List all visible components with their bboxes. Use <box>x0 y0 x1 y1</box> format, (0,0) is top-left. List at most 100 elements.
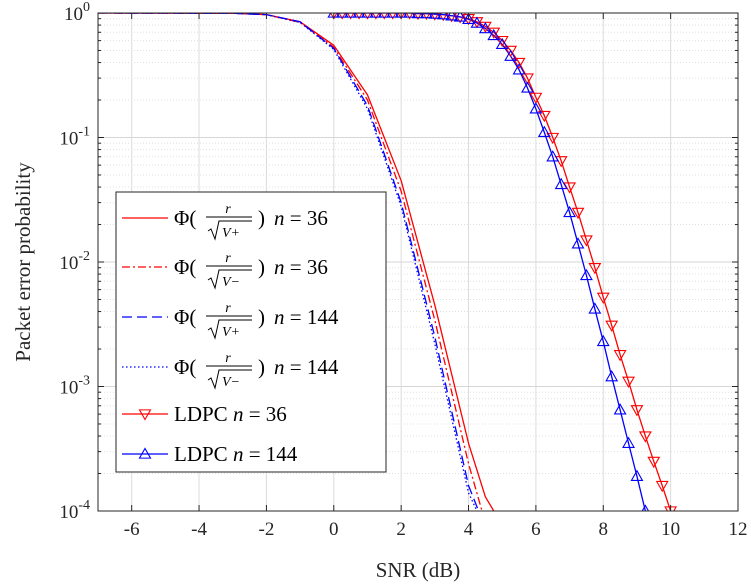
series-marker-4 <box>546 132 560 145</box>
series-marker-5 <box>361 13 374 18</box>
series-marker-4 <box>613 350 627 362</box>
series-marker-5 <box>613 403 627 415</box>
legend-numerator: r <box>225 351 231 366</box>
legend-suffix: ) <box>258 355 265 379</box>
legend-swatch-marker <box>138 409 152 421</box>
legend-sqrt-sign <box>207 319 252 340</box>
series-marker-4 <box>571 207 585 220</box>
x-tick-label: 2 <box>396 519 406 540</box>
series-marker-4 <box>504 45 518 58</box>
x-tick-label: 10 <box>661 519 680 540</box>
series-marker-5 <box>605 370 619 382</box>
series-marker-4 <box>355 13 363 20</box>
series-marker-4 <box>521 73 534 85</box>
series-marker-5 <box>596 334 610 347</box>
series-marker-5 <box>529 102 543 114</box>
series-marker-4 <box>622 376 635 388</box>
legend-sqrt-sign <box>207 269 252 290</box>
series-marker-5 <box>622 436 635 448</box>
series-marker-5 <box>470 16 484 28</box>
legend-n-label: n = 144 <box>274 305 339 329</box>
series-marker-5 <box>403 13 417 18</box>
ticks <box>98 12 739 512</box>
series-marker-4 <box>338 13 346 20</box>
series-marker-4 <box>579 235 593 247</box>
x-axis-label: SNR (dB) <box>376 558 461 582</box>
series-marker-5 <box>657 571 668 581</box>
series-marker-4 <box>605 320 619 332</box>
series-marker-5 <box>521 81 534 93</box>
series-marker-5 <box>487 28 501 41</box>
legend-numerator: r <box>225 202 231 217</box>
legend: Φ(r V+) n = 36 Φ(r V−) n = 36 Φ(r V+) n = 144 Φ(r… <box>115 191 387 473</box>
series-marker-5 <box>369 13 383 18</box>
series-marker-4 <box>397 13 405 20</box>
x-tick-label: -2 <box>259 519 275 540</box>
legend-suffix: ) <box>258 305 265 329</box>
series-marker-5 <box>352 13 366 18</box>
legend-prefix: Φ( <box>174 206 196 230</box>
series-marker-4 <box>438 13 448 22</box>
legend-suffix: ) <box>258 206 265 230</box>
series-marker-4 <box>630 405 644 417</box>
series-marker-4 <box>413 13 423 21</box>
legend-denominator: V− <box>222 375 240 390</box>
legend-denominator: V+ <box>222 325 240 340</box>
series-marker-4 <box>405 13 414 20</box>
series-marker-5 <box>462 13 475 24</box>
series-marker-5 <box>419 13 433 19</box>
series-marker-5 <box>641 504 650 511</box>
legend-denominator: V− <box>222 275 240 290</box>
legend-box <box>115 191 387 473</box>
legend-n-label: n = 144 <box>274 355 339 379</box>
series-marker-5 <box>344 13 358 18</box>
series-marker-5 <box>579 268 593 281</box>
series-marker-4 <box>346 13 355 20</box>
series-marker-5 <box>537 125 551 138</box>
x-tick-label: 6 <box>531 519 541 540</box>
legend-sqrt-sign <box>207 220 252 241</box>
legend-numerator: r <box>225 251 231 266</box>
marker-layer <box>327 13 678 581</box>
series-marker-4 <box>638 431 652 443</box>
legend-swatch-marker <box>138 447 152 459</box>
series-marker-4 <box>537 110 551 123</box>
x-tick-labels: -6 -4 -2 0 2 4 6 8 10 12 <box>124 519 748 540</box>
series-marker-4 <box>380 13 389 20</box>
y-tick-labels: 10-4 10-3 10-2 10-1 100 <box>59 0 90 523</box>
legend-label: LDPC n = 144 <box>174 442 298 466</box>
series-marker-4 <box>588 263 602 275</box>
series-marker-4 <box>495 35 509 48</box>
series-marker-4 <box>330 13 338 20</box>
series-marker-5 <box>495 37 509 50</box>
series-marker-5 <box>630 469 644 481</box>
series-marker-4 <box>430 13 440 21</box>
series-marker-4 <box>372 13 380 20</box>
series-marker-5 <box>588 302 602 314</box>
legend-denominator: V+ <box>222 226 240 241</box>
series-marker-4 <box>655 480 669 493</box>
x-tick-label: 0 <box>329 519 339 540</box>
series-marker-4 <box>422 13 431 21</box>
y-tick-label: 10-4 <box>59 498 90 523</box>
series-marker-4 <box>529 92 543 104</box>
series-line-3 <box>98 13 478 511</box>
series-marker-5 <box>377 13 391 18</box>
legend-prefix: Φ( <box>174 355 196 379</box>
x-tick-label: 12 <box>729 519 748 540</box>
series-line-5 <box>333 13 647 511</box>
series-marker-5 <box>504 49 518 61</box>
series-marker-4 <box>512 57 526 70</box>
series-marker-5 <box>554 177 568 190</box>
y-tick-label: 10-2 <box>59 249 90 274</box>
legend-prefix: Φ( <box>174 255 196 279</box>
legend-label: LDPC n = 36 <box>174 402 287 426</box>
y-tick-label: 100 <box>64 0 90 25</box>
series-marker-4 <box>363 13 372 20</box>
legend-numerator: r <box>225 301 231 316</box>
series-marker-5 <box>411 13 425 19</box>
series-marker-5 <box>546 150 560 162</box>
series-marker-4 <box>596 292 610 304</box>
x-tick-label: 8 <box>599 519 609 540</box>
